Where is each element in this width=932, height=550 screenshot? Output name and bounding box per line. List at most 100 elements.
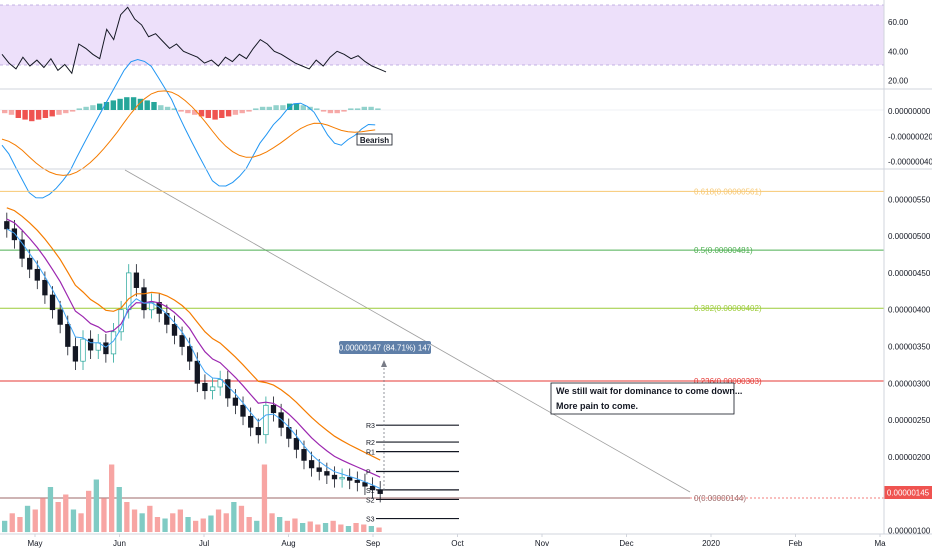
fib-level-label: 0.5(0.00000481) xyxy=(694,246,753,255)
macd-histogram-bar xyxy=(192,110,198,115)
candle xyxy=(65,324,71,347)
macd-histogram-bar xyxy=(320,110,327,112)
candle xyxy=(11,228,18,241)
volume-bar xyxy=(231,502,237,532)
volume-bar xyxy=(109,464,115,532)
volume-bar xyxy=(116,487,122,532)
volume-bar xyxy=(78,513,84,533)
rsi-tick-label: 60.00 xyxy=(888,18,909,27)
volume-bar xyxy=(170,513,176,533)
volume-bar xyxy=(131,509,138,532)
volume-bar xyxy=(193,520,199,533)
macd-histogram-bar xyxy=(259,106,266,110)
macd-histogram-bar xyxy=(327,110,334,114)
pivot-label: R1 xyxy=(366,450,375,457)
time-tick-label: Jun xyxy=(113,539,126,548)
ema-slow-line xyxy=(6,207,381,461)
price-tick-label: 0.00000250 xyxy=(888,416,931,425)
candle xyxy=(308,460,315,469)
candle xyxy=(293,438,300,450)
volume-bar xyxy=(254,520,260,533)
macd-histogram-bar xyxy=(22,110,28,120)
volume-bar xyxy=(238,505,245,533)
candle xyxy=(369,485,376,491)
price-tick-label: 0.00000200 xyxy=(888,453,931,462)
ema-fast-line xyxy=(6,228,381,489)
price-tick-label: 0.00000300 xyxy=(888,379,931,388)
time-tick-label: Oct xyxy=(451,539,464,548)
candle xyxy=(4,221,10,230)
macd-histogram-bar xyxy=(97,103,103,110)
macd-histogram-bar xyxy=(341,110,347,112)
macd-histogram-bar xyxy=(232,110,239,115)
candle xyxy=(187,346,193,362)
macd-histogram-bar xyxy=(35,110,42,120)
macd-histogram-bar xyxy=(124,97,130,110)
price-tick-label: 0.00000500 xyxy=(888,232,931,241)
volume-bar xyxy=(261,464,268,532)
last-price-label: 0.00000145 xyxy=(887,489,930,498)
candle xyxy=(324,471,330,476)
macd-histogram-bar xyxy=(29,110,35,122)
volume-bar xyxy=(284,520,290,533)
volume-bar xyxy=(246,517,252,532)
price-panel: 0.618(0.00000561) 0.5(0.00000481) 0.382(0.… xyxy=(0,169,932,535)
candle xyxy=(49,294,56,311)
candle xyxy=(72,346,79,362)
candle xyxy=(339,477,345,480)
candle xyxy=(331,474,338,480)
macd-histogram-bar xyxy=(137,98,144,110)
macd-histogram-bar xyxy=(103,102,110,110)
macd-histogram-bar xyxy=(314,108,320,110)
volume-bar xyxy=(55,502,61,532)
macd-histogram-bar xyxy=(368,106,374,110)
volume-bar xyxy=(47,487,54,532)
volume-bar xyxy=(376,527,382,532)
time-tick-label: Sep xyxy=(366,539,381,548)
macd-histogram-bar xyxy=(225,110,232,117)
measure-label-box xyxy=(339,341,431,354)
candle xyxy=(209,386,216,391)
note-line: We still wait for dominance to come down… xyxy=(556,386,742,396)
macd-histogram-bar xyxy=(164,106,171,110)
volume-bar xyxy=(147,505,153,533)
volume-bar xyxy=(154,517,161,532)
bearish-label-box xyxy=(356,133,393,146)
measure-arrow-head xyxy=(381,360,387,367)
macd-tick-label: -0.00000040 xyxy=(888,158,932,167)
macd-histogram-bar xyxy=(110,100,116,110)
candle xyxy=(301,449,307,461)
volume-bar xyxy=(292,518,298,532)
pivot-label: P xyxy=(366,469,371,476)
volume-bar xyxy=(101,498,107,533)
candle xyxy=(80,338,86,362)
time-tick-label: Jul xyxy=(199,539,209,548)
volume-bar xyxy=(223,513,229,533)
measure-label: 0.00000147 (84.71%) 147 xyxy=(339,344,432,353)
volume-bar xyxy=(139,513,145,533)
candle xyxy=(34,268,40,281)
candle xyxy=(255,427,261,436)
rsi-tick-label: 20.00 xyxy=(888,77,909,86)
macd-histogram-bar xyxy=(212,110,218,120)
fib-level-label: 0(0.00000144) xyxy=(694,494,746,503)
volume-bar xyxy=(300,523,306,532)
pivot-label: S2 xyxy=(366,497,375,504)
candle xyxy=(263,404,269,436)
trend-line xyxy=(124,169,691,493)
time-tick-label: Dec xyxy=(619,539,633,548)
macd-histogram-bar xyxy=(354,108,361,110)
volume-bar xyxy=(40,498,46,533)
macd-histogram-bar xyxy=(130,97,137,110)
macd-histogram-bar xyxy=(185,110,191,114)
price-tick-label: 0.00000450 xyxy=(888,269,931,278)
price-tick-label: 0.00000100 xyxy=(888,526,931,535)
volume-bar xyxy=(2,520,8,533)
rsi-panel: 60.00 40.00 20.00 xyxy=(0,4,909,86)
macd-histogram-bar xyxy=(273,105,279,110)
volume-bar xyxy=(200,518,206,532)
volume-bar xyxy=(208,515,214,532)
candle xyxy=(232,397,239,406)
volume-bar xyxy=(24,505,31,533)
